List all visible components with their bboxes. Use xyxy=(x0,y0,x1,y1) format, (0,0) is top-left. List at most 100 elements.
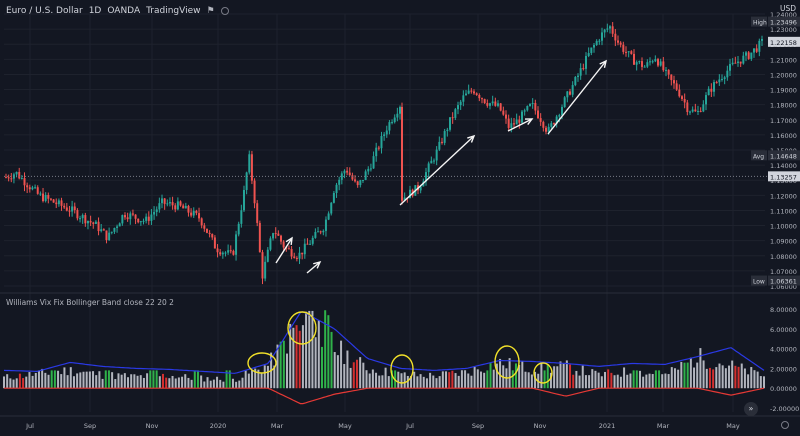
candle-body xyxy=(55,202,58,205)
indicator-legend[interactable]: Williams Vix Fix Bollinger Band close 22… xyxy=(6,298,174,307)
candle-body xyxy=(108,232,111,241)
candle-body xyxy=(553,123,555,125)
histogram-bar xyxy=(206,377,209,389)
highlight-circle xyxy=(287,311,317,345)
histogram-bar xyxy=(231,378,234,389)
candle-body xyxy=(518,119,521,123)
histogram-bar xyxy=(613,375,616,389)
candle-body xyxy=(81,215,84,219)
candle-body xyxy=(237,223,240,235)
candle-body xyxy=(324,219,327,231)
histogram-bar xyxy=(575,370,578,389)
histogram-bar xyxy=(152,370,155,389)
candle-body xyxy=(465,93,467,96)
candle-body xyxy=(65,207,68,211)
candle-body xyxy=(753,48,755,53)
candle-body xyxy=(317,231,320,233)
candle-body xyxy=(261,252,264,279)
histogram-bar xyxy=(559,361,562,389)
settings-dot-icon[interactable] xyxy=(220,7,229,15)
candle-body xyxy=(603,29,606,33)
candle-body xyxy=(97,221,100,232)
histogram-bar xyxy=(422,376,425,389)
candle-body xyxy=(174,205,177,210)
candle-body xyxy=(457,105,459,110)
candle-body xyxy=(7,177,10,179)
histogram-bar xyxy=(479,371,482,389)
currency-label[interactable]: USD xyxy=(779,4,796,13)
histogram-bar xyxy=(626,374,629,389)
histogram-bar xyxy=(120,374,123,389)
candle-body xyxy=(118,223,121,227)
candle-body xyxy=(675,83,678,90)
histogram-bar xyxy=(336,355,339,389)
symbol-name[interactable]: Euro / U.S. Dollar xyxy=(6,6,83,16)
histogram-bar xyxy=(499,358,502,389)
histogram-bar xyxy=(508,358,511,389)
histogram-bar xyxy=(375,372,378,389)
chart-settings-icon[interactable] xyxy=(781,421,789,429)
price-tick-label: 1.06000 xyxy=(770,283,797,291)
candle-body xyxy=(625,51,627,53)
histogram-bar xyxy=(343,364,346,389)
candle-body xyxy=(619,42,622,45)
upper-band-line xyxy=(3,311,765,374)
candle-body xyxy=(340,173,343,180)
indicator-title: Williams Vix Fix Bollinger Band xyxy=(6,298,122,307)
interval-label[interactable]: 1D xyxy=(88,6,102,16)
histogram-bar xyxy=(724,368,727,389)
time-tick-label: Sep xyxy=(84,422,96,430)
candle-body xyxy=(739,61,742,64)
candle-body xyxy=(232,250,235,255)
histogram-bar xyxy=(247,373,250,389)
histogram-bar xyxy=(111,372,114,389)
candle-body xyxy=(494,101,497,106)
histogram-bar xyxy=(155,370,158,389)
histogram-bar xyxy=(136,375,139,389)
histogram-bar xyxy=(41,368,44,389)
candle-body xyxy=(662,61,665,71)
histogram-bar xyxy=(705,368,708,389)
indicator-params: close 22 20 2 xyxy=(123,298,174,307)
candle-body xyxy=(205,228,208,233)
indicator-tick-label: 6.00000 xyxy=(770,326,797,334)
candle-body xyxy=(36,187,39,194)
candle-body xyxy=(256,203,259,223)
histogram-bar xyxy=(76,373,79,389)
candle-body xyxy=(332,192,335,203)
candle-body xyxy=(147,216,150,221)
indicator-tick-label: -2.00000 xyxy=(770,405,799,413)
scroll-right-button[interactable]: » xyxy=(744,402,758,416)
candle-body xyxy=(467,90,470,94)
candle-body xyxy=(750,52,753,59)
candle-body xyxy=(454,109,457,118)
candle-body xyxy=(361,179,364,181)
candle-body xyxy=(63,205,66,208)
candle-body xyxy=(643,66,646,68)
histogram-bar xyxy=(664,373,667,389)
candle-body xyxy=(721,78,723,80)
histogram-bar xyxy=(168,378,171,389)
flag-icon[interactable]: ⚑ xyxy=(206,6,215,16)
histogram-bar xyxy=(470,375,473,389)
candle-body xyxy=(142,220,145,222)
histogram-bar xyxy=(467,373,470,389)
highlight-circle xyxy=(390,354,414,384)
histogram-bar xyxy=(352,362,355,389)
time-tick-label: Mar xyxy=(271,422,284,430)
candle-body xyxy=(691,109,694,112)
histogram-bar xyxy=(181,376,184,389)
candle-body xyxy=(211,234,214,238)
histogram-bar xyxy=(708,367,711,389)
candle-body xyxy=(646,62,649,67)
histogram-bar xyxy=(222,381,225,389)
candle-body xyxy=(585,56,587,69)
candle-body xyxy=(755,48,758,52)
candle-body xyxy=(145,216,148,221)
histogram-bar xyxy=(419,374,422,389)
histogram-bar xyxy=(355,359,358,389)
histogram-bar xyxy=(63,367,66,389)
candle-body xyxy=(614,33,617,41)
